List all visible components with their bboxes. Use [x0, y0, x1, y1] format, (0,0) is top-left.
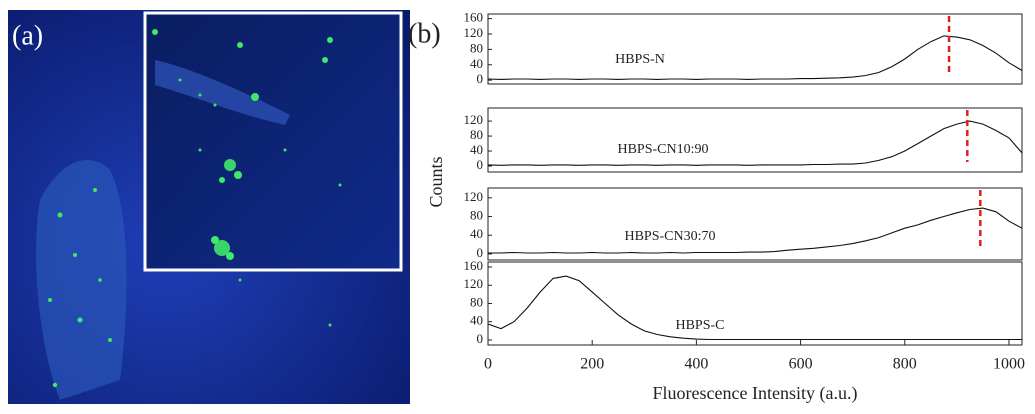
x-tick-label: 600 [789, 356, 813, 373]
y-tick-label: 0 [477, 245, 484, 260]
dots [48, 188, 332, 388]
y-tick-label: 160 [464, 10, 484, 25]
y-tick-label: 80 [470, 127, 483, 142]
series-label: HBPS-N [615, 52, 665, 67]
cell [36, 160, 127, 400]
y-tick-label: 0 [477, 157, 484, 172]
y-tick-label: 40 [470, 226, 483, 241]
histogram-line [488, 207, 1023, 254]
inset [143, 11, 403, 272]
inset-dots [152, 29, 342, 260]
y-tick-label: 80 [470, 208, 483, 223]
x-tick-label: 400 [684, 356, 708, 373]
plot-frame [487, 261, 1023, 346]
plot-frame [487, 13, 1023, 85]
y-tick-label: 0 [477, 71, 484, 86]
x-tick-label: 1000 [993, 356, 1025, 373]
inset-cell [155, 60, 290, 125]
y-tick-label: 40 [470, 142, 483, 157]
plot-frame [487, 107, 1023, 173]
x-axis-title: Fluorescence Intensity (a.u.) [653, 383, 858, 404]
y-tick-label: 0 [477, 331, 484, 346]
histogram-line [487, 275, 1022, 341]
y-tick-label: 120 [464, 112, 484, 127]
x-tick-label: 200 [580, 356, 604, 373]
y-tick-label: 120 [464, 25, 484, 40]
y-axis-title: Counts [426, 156, 446, 207]
panel-label: (a) [12, 20, 43, 51]
panel-label: (b) [408, 18, 441, 49]
plot-frame [487, 187, 1023, 261]
y-tick-label: 160 [464, 258, 484, 273]
micrograph: (a) [8, 10, 410, 404]
y-tick-label: 80 [470, 294, 483, 309]
series-label: HBPS-CN10:90 [617, 142, 708, 157]
series-label: HBPS-CN30:70 [624, 229, 715, 244]
y-tick-label: 40 [470, 313, 483, 328]
histogram-line [487, 35, 1023, 80]
x-tick-label: 800 [893, 356, 917, 373]
x-tick-label: 0 [484, 356, 492, 373]
histogram-line [487, 120, 1023, 166]
y-tick-label: 40 [470, 56, 483, 71]
y-tick-label: 80 [470, 40, 483, 55]
y-tick-label: 120 [464, 189, 484, 204]
y-tick-label: 120 [464, 276, 484, 291]
series-label: HBPS-C [675, 318, 724, 333]
